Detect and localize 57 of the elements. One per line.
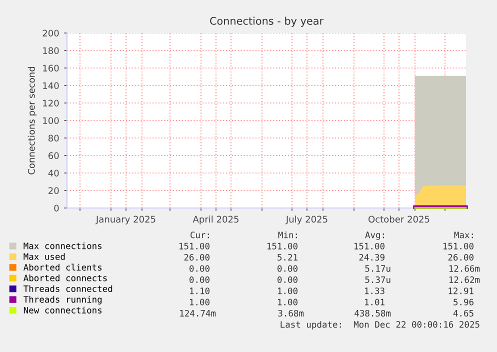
text: 151.00 [443,242,474,250]
y-tick-label: 0 [54,204,59,212]
text: 5.21 [278,254,298,261]
text: Avg: [365,232,384,240]
legend-label: Threads running [24,296,102,304]
legend-label: Max connections [24,242,102,250]
chart-title: Connections - by year [210,16,324,27]
text: 12.62m [449,276,480,283]
legend-label: New connections [24,306,102,314]
y-tick-label: 140 [43,82,59,90]
text: 4.65 [453,310,474,317]
text: 124.74m [180,310,216,316]
legend-label: Aborted clients [24,264,102,271]
text: 0.00 [190,276,210,283]
text: 1.00 [190,298,210,306]
text: 0.00 [278,276,298,283]
x-tick-label: April 2025 [192,216,238,224]
text: Min: [278,231,297,238]
text: 1.10 [190,288,210,294]
text: 26.00 [184,254,210,261]
y-tick-label: 40 [48,170,59,177]
y-tick-label: 120 [43,100,59,107]
y-tick-label: 180 [43,47,59,54]
y-tick-label: 100 [43,117,59,124]
text: 0.00 [190,265,210,272]
text: 12.91 [448,288,474,294]
y-tick-label: 80 [48,134,59,142]
text: 1.33 [365,288,384,294]
y-tick-label: 20 [48,187,59,194]
text: 1.00 [278,298,298,306]
y-axis-title: Connections per second [28,66,37,174]
text: 12.66m [449,265,480,272]
text: 5.96 [454,298,474,306]
text: Max: [454,232,473,238]
text: Last update: Mon Dec 22 00:00:16 2025 [280,320,480,330]
legend-label: Aborted connects [24,274,107,282]
x-tick-label: October 2025 [368,216,430,223]
x-tick-label: July 2025 [285,216,328,224]
text: 1.00 [278,288,298,294]
text: 151.00 [179,242,210,250]
text: Cur: [190,232,209,238]
text: 0.00 [278,265,298,272]
text: 3.68m [278,310,304,317]
text: 1.01 [365,298,384,306]
x-tick-label: January 2025 [96,216,156,224]
text: 24.39 [359,254,384,261]
text: 151.00 [354,242,384,250]
text: 26.00 [448,254,474,261]
text: 5.37u [365,276,390,283]
legend-label: Threads connected [24,285,112,292]
y-tick-label: 200 [42,30,59,37]
legend-label: Max used [24,253,65,260]
text: 151.00 [267,242,298,250]
y-tick-label: 60 [48,152,59,160]
y-tick-label: 160 [43,64,59,72]
text: 5.17u [365,265,390,272]
text: 438.58m [354,310,391,317]
